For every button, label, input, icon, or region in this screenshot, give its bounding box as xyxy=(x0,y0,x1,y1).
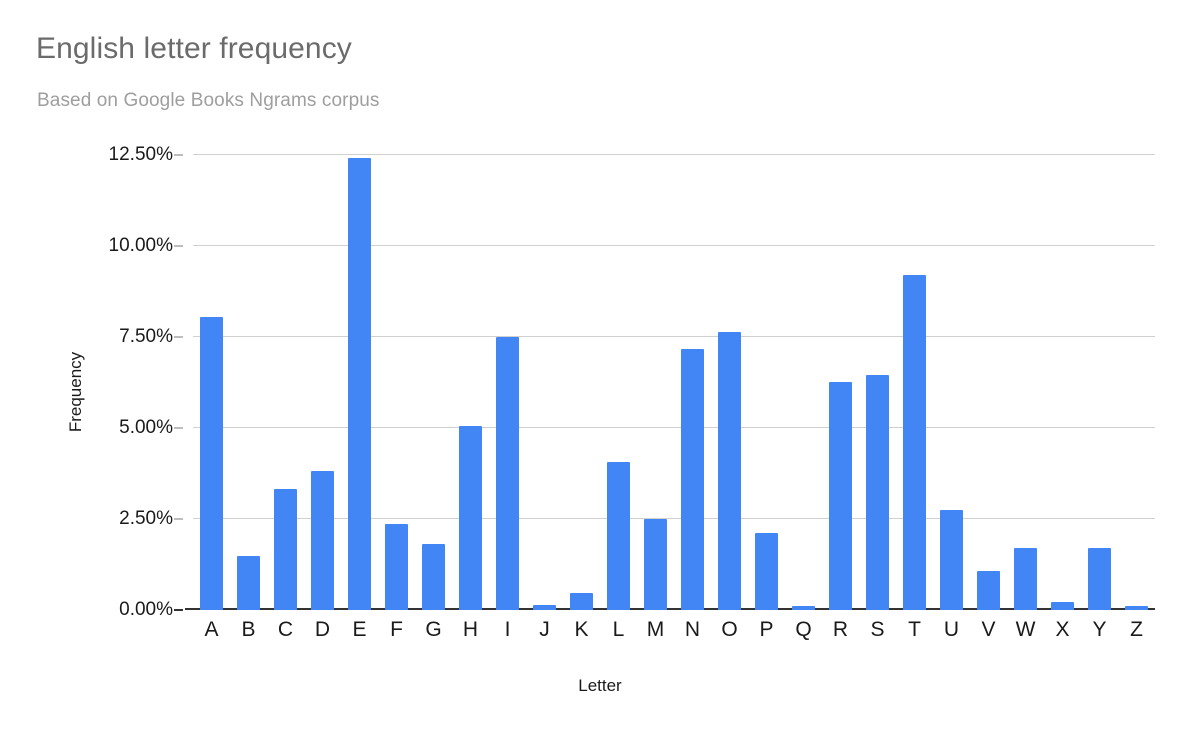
axis-baseline xyxy=(185,608,1155,610)
gridline xyxy=(193,245,1155,246)
bar[interactable] xyxy=(977,571,1000,610)
x-axis-tick-label: X xyxy=(1055,618,1070,641)
x-axis-tick-label: I xyxy=(504,618,511,641)
y-axis-tick-mark xyxy=(174,154,183,156)
y-axis-tick-mark xyxy=(174,245,183,247)
bar[interactable] xyxy=(274,488,297,610)
bar[interactable] xyxy=(940,509,963,610)
y-axis-tick-label: 10.00% xyxy=(108,235,173,256)
bar[interactable] xyxy=(459,426,482,610)
bar[interactable] xyxy=(718,331,741,610)
bar[interactable] xyxy=(903,275,926,610)
y-axis-tick-mark xyxy=(174,609,183,611)
x-axis-tick-label: D xyxy=(314,618,331,641)
bar[interactable] xyxy=(644,519,667,610)
x-axis-tick-label: G xyxy=(425,618,442,641)
y-axis-tick-label: 0.00% xyxy=(119,599,173,620)
bar[interactable] xyxy=(792,605,815,610)
y-axis-labels: 0.00% 2.50% 5.00% 7.50% 10.00% 12.50% xyxy=(0,144,183,620)
bar[interactable] xyxy=(829,382,852,610)
y-axis-tick-label: 5.00% xyxy=(119,417,173,438)
x-axis-tick-label: T xyxy=(908,618,921,641)
bar[interactable] xyxy=(1014,548,1037,610)
bar[interactable] xyxy=(496,337,519,610)
bar[interactable] xyxy=(755,532,778,610)
x-axis-tick-label: Y xyxy=(1092,618,1107,641)
x-axis-tick-label: O xyxy=(721,618,738,641)
x-axis-tick-label: R xyxy=(832,618,849,641)
x-axis-tick-label: Z xyxy=(1130,618,1143,641)
x-axis-tick-label: W xyxy=(1015,618,1036,641)
x-axis-tick-label: H xyxy=(462,618,479,641)
x-axis-tick-label: U xyxy=(943,618,960,641)
bar-series xyxy=(193,155,1155,610)
y-axis-tick-label: 2.50% xyxy=(119,508,173,529)
bar[interactable] xyxy=(1051,601,1074,610)
bar[interactable] xyxy=(533,604,556,610)
x-axis-tick-label: J xyxy=(539,618,550,641)
bar[interactable] xyxy=(311,470,334,610)
gridline xyxy=(193,427,1155,428)
x-axis-tick-label: S xyxy=(870,618,885,641)
y-axis-tick-label: 12.50% xyxy=(108,144,173,165)
bar[interactable] xyxy=(681,349,704,610)
x-axis-tick-label: E xyxy=(352,618,367,641)
plot-area xyxy=(185,154,1155,610)
bar[interactable] xyxy=(237,555,260,610)
x-axis-tick-label: C xyxy=(277,618,294,641)
x-axis-tick-label: N xyxy=(684,618,701,641)
bar[interactable] xyxy=(1125,606,1148,610)
bar[interactable] xyxy=(866,375,889,610)
y-axis-title: Frequency xyxy=(66,351,85,433)
x-axis-title: Letter xyxy=(578,676,622,695)
bar[interactable] xyxy=(422,543,445,610)
x-axis-tick-label: Q xyxy=(795,618,812,641)
x-axis-tick-label: L xyxy=(612,618,625,641)
x-axis-tick-label: M xyxy=(646,618,665,641)
x-axis-tick-label: K xyxy=(574,618,589,641)
y-axis-tick-mark xyxy=(174,427,183,429)
x-axis-tick-label: V xyxy=(981,618,996,641)
y-axis-tick-mark xyxy=(174,518,183,520)
x-axis-tick-label: B xyxy=(241,618,256,641)
chart-subtitle: Based on Google Books Ngrams corpus xyxy=(37,90,380,111)
gridline xyxy=(193,518,1155,519)
bar[interactable] xyxy=(348,157,371,610)
x-axis-tick-label: A xyxy=(204,618,219,641)
x-axis-tick-label: P xyxy=(759,618,774,641)
chart-title: English letter frequency xyxy=(36,32,352,65)
x-axis-tick-label: F xyxy=(390,618,403,641)
y-axis-tick-label: 7.50% xyxy=(119,326,173,347)
gridline xyxy=(193,154,1155,155)
gridline xyxy=(193,336,1155,337)
bar[interactable] xyxy=(570,592,593,610)
bar[interactable] xyxy=(607,462,630,610)
y-axis-tick-mark xyxy=(174,336,183,338)
bar[interactable] xyxy=(200,317,223,610)
bar[interactable] xyxy=(1088,548,1111,610)
bar[interactable] xyxy=(385,523,408,610)
